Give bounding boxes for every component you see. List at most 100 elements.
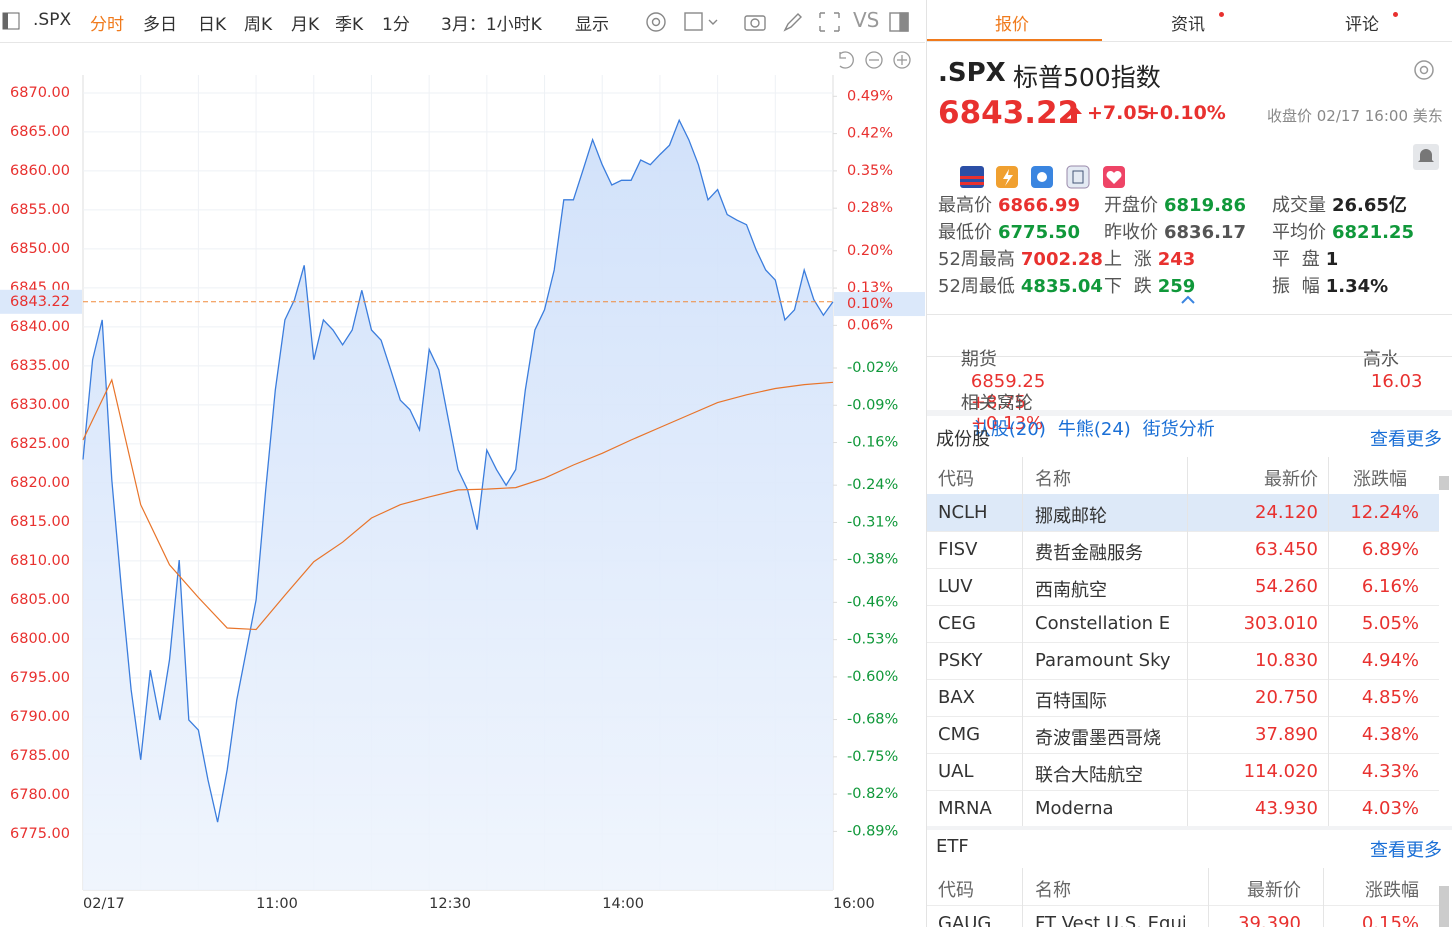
- tab[interactable]: 报价: [995, 15, 1029, 35]
- badge-dot: [1393, 12, 1398, 17]
- market-status: 收盘价 02/17 16:00 美东: [1267, 107, 1443, 125]
- camera-icon[interactable]: [744, 15, 766, 31]
- symbol-tab[interactable]: .SPX: [33, 10, 72, 30]
- table-row[interactable]: BAX 百特国际 20.750 4.85%: [927, 679, 1439, 717]
- toolbar-item[interactable]: 多日: [143, 15, 177, 35]
- label: 期货: [960, 349, 997, 370]
- cell: GAUG: [938, 913, 992, 927]
- stat: 昨收价 6836.17: [1104, 218, 1246, 244]
- stat-value: 6836.17: [1164, 222, 1246, 243]
- y-tick-label: 6795.00: [10, 670, 70, 686]
- col-sep: [1022, 568, 1023, 605]
- scrollbar[interactable]: [1439, 476, 1449, 490]
- y-tick-label: 6810.00: [10, 553, 70, 569]
- stat: 最高价 6866.99: [938, 191, 1080, 217]
- toolbar-item[interactable]: 显示: [575, 15, 609, 35]
- stat-label: 昨收价: [1104, 222, 1158, 243]
- table-row[interactable]: CEG Constellation E 303.010 5.05%: [927, 605, 1439, 643]
- reset-button[interactable]: [839, 51, 854, 69]
- stat-label: 平 盘: [1272, 249, 1320, 270]
- y-tick-label: 6805.00: [10, 592, 70, 608]
- stat: 最低价 6775.50: [938, 218, 1080, 244]
- draw-box[interactable]: [684, 12, 703, 31]
- table-row[interactable]: GAUG FT Vest U.S. Equi 39.390 0.15%: [927, 905, 1439, 927]
- stat: 开盘价 6819.86: [1104, 191, 1246, 217]
- col-sep: [1187, 605, 1188, 642]
- y2-tick-label: 0.20%: [847, 243, 893, 259]
- tab[interactable]: 资讯: [1171, 15, 1205, 35]
- cell: 百特国际: [1035, 691, 1107, 712]
- table-row[interactable]: MRNA Moderna 43.930 4.03%: [927, 790, 1439, 828]
- icons: [960, 165, 1126, 189]
- table-row[interactable]: UAL 联合大陆航空 114.020 4.33%: [927, 753, 1439, 791]
- toolbar-item[interactable]: 周K: [244, 15, 273, 35]
- col-sep: [1208, 868, 1209, 905]
- stat-label: 最高价: [938, 195, 992, 216]
- cell: 联合大陆航空: [1035, 765, 1143, 786]
- stat-label: 52周最高: [938, 249, 1015, 270]
- toolbar-item[interactable]: 月K: [291, 15, 320, 35]
- stat: 下 跌 259: [1104, 272, 1195, 298]
- cell: 24.120: [1255, 502, 1318, 523]
- y-tick-label: 6830.00: [10, 397, 70, 413]
- stat-value: 26.65亿: [1332, 195, 1407, 216]
- zoom-out[interactable]: [865, 51, 883, 69]
- y-tick-label: 6855.00: [10, 202, 70, 218]
- reference-pct-label: 0.10%: [847, 296, 893, 312]
- more-link[interactable]: 查看更多: [1370, 429, 1442, 450]
- warrant-link[interactable]: 街货分析: [1142, 419, 1215, 440]
- warrant-link[interactable]: 牛熊(24): [1057, 419, 1131, 440]
- more-link[interactable]: 查看更多: [1370, 840, 1442, 861]
- stat: 平均价 6821.25: [1272, 218, 1414, 244]
- toolbar-item[interactable]: 分时: [90, 15, 124, 35]
- toolbar-item[interactable]: VS: [853, 8, 880, 32]
- col-sep: [1328, 568, 1329, 605]
- fullscreen-icon[interactable]: [819, 12, 840, 32]
- zoom-in[interactable]: [893, 51, 911, 69]
- alert-button[interactable]: [1413, 144, 1439, 170]
- toolbar-item[interactable]: 季K: [335, 15, 364, 35]
- stat-value: 6819.86: [1164, 195, 1246, 216]
- cell: 0.15%: [1361, 913, 1419, 927]
- toolbar-item[interactable]: 日K: [198, 15, 227, 35]
- cell: CEG: [938, 613, 976, 634]
- toolbar-item[interactable]: 3月：1小时K: [441, 15, 542, 35]
- col-sep: [1187, 790, 1188, 827]
- col-sep: [1022, 494, 1023, 531]
- col-sep: [1022, 531, 1023, 568]
- cell: 43.930: [1255, 798, 1318, 819]
- toolbar-item[interactable]: 1分: [382, 15, 410, 35]
- cell: Constellation E: [1035, 613, 1171, 634]
- header-cell: 最新价: [1247, 880, 1301, 901]
- table-row[interactable]: CMG 奇波雷墨西哥烧 37.890 4.38%: [927, 716, 1439, 754]
- value: +0.13%: [970, 413, 1044, 434]
- cell: 4.38%: [1361, 724, 1419, 745]
- change-pct: +0.10%: [1144, 102, 1226, 124]
- stat: 成交量 26.65亿: [1272, 191, 1407, 217]
- cell: 54.260: [1255, 576, 1318, 597]
- col-sep: [1323, 868, 1324, 905]
- settings-icon[interactable]: [646, 12, 666, 32]
- table-row[interactable]: FISV 费哲金融服务 63.450 6.89%: [927, 531, 1439, 569]
- expand-caret[interactable]: [1181, 295, 1195, 305]
- average-line: [82, 378, 834, 631]
- cell: BAX: [938, 687, 975, 708]
- table-row[interactable]: PSKY Paramount Sky 10.830 4.94%: [927, 642, 1439, 680]
- settings-icon[interactable]: [1413, 59, 1435, 81]
- table-row[interactable]: LUV 西南航空 54.260 6.16%: [927, 568, 1439, 606]
- scrollbar[interactable]: [1439, 886, 1449, 927]
- pen-icon[interactable]: [783, 13, 802, 32]
- warrant-link[interactable]: 认股(20): [972, 419, 1046, 440]
- col-sep: [1022, 457, 1023, 494]
- y-tick-label: 6840.00: [10, 319, 70, 335]
- table-row[interactable]: NCLH 挪威邮轮 24.120 12.24%: [927, 494, 1439, 532]
- y-tick-label: 6825.00: [10, 436, 70, 452]
- premium: 高水 16.03: [1340, 324, 1423, 413]
- y2-tick-label: -0.82%: [847, 786, 898, 802]
- value: 6859.25: [970, 371, 1046, 392]
- tab[interactable]: 评论: [1345, 15, 1379, 35]
- layout-icon[interactable]: [2, 12, 20, 30]
- y2-tick-label: -0.89%: [847, 823, 898, 839]
- stat-value: 4835.04: [1020, 276, 1103, 297]
